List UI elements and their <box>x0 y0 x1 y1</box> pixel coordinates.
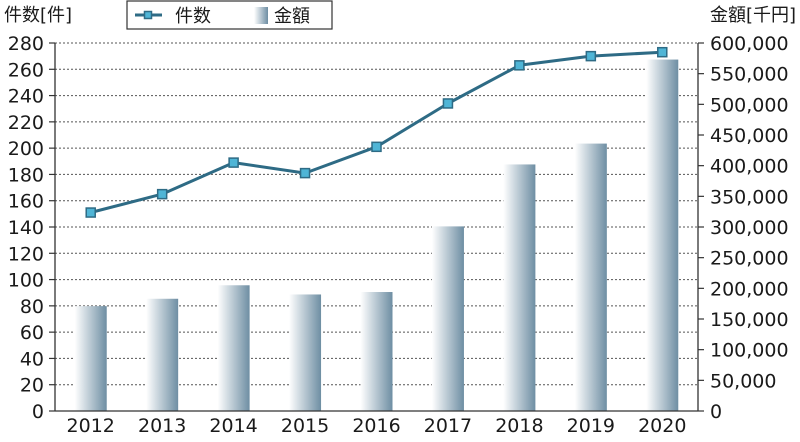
point-count <box>156 188 168 200</box>
left-tick-label: 120 <box>8 243 44 265</box>
right-tick-label: 600,000 <box>710 33 789 55</box>
right-axis-title: 金額[千円] <box>710 5 796 26</box>
bar-amount <box>146 298 179 411</box>
x-tick-label: 2016 <box>352 415 400 437</box>
bar-series <box>74 59 679 412</box>
axes <box>49 42 704 412</box>
x-tick-label: 2014 <box>209 415 257 437</box>
line-series <box>85 46 668 218</box>
right-tick-label: 250,000 <box>710 248 789 270</box>
left-tick-label: 180 <box>8 164 44 186</box>
x-tick-label: 2015 <box>281 415 329 437</box>
left-tick-label: 160 <box>8 191 44 213</box>
x-tick-label: 2018 <box>495 415 543 437</box>
bar-amount <box>574 143 607 411</box>
point-count <box>371 141 382 153</box>
left-tick-label: 20 <box>20 375 44 397</box>
right-tick-label: 500,000 <box>710 94 789 116</box>
legend-label-count: 件数 <box>175 6 211 27</box>
right-tick-label: 50,000 <box>710 370 776 392</box>
x-tick-label: 2013 <box>138 415 186 437</box>
left-tick-label: 240 <box>8 86 44 108</box>
right-tick-label: 0 <box>710 401 722 423</box>
right-tick-label: 150,000 <box>710 309 789 331</box>
bar-amount <box>360 292 393 411</box>
legend-marker-swatch <box>143 10 153 20</box>
left-tick-label: 100 <box>8 270 44 292</box>
left-tick-label: 280 <box>8 33 44 55</box>
right-tick-label: 100,000 <box>710 340 789 362</box>
x-tick-label: 2019 <box>567 415 615 437</box>
left-axis-title: 件数[件] <box>4 5 72 26</box>
left-tick-label: 0 <box>32 401 44 423</box>
left-tick-label: 260 <box>8 59 44 81</box>
right-tick-label: 450,000 <box>710 125 789 147</box>
point-count <box>585 50 597 62</box>
left-tick-label: 80 <box>20 296 44 318</box>
x-tick-label: 2017 <box>424 415 472 437</box>
right-tick-label: 550,000 <box>710 64 789 86</box>
point-count <box>85 207 96 218</box>
bar-amount <box>431 226 464 411</box>
bar-amount <box>503 164 536 411</box>
point-count <box>657 46 668 58</box>
left-tick-label: 140 <box>8 217 44 239</box>
legend-label-amount: 金額 <box>274 6 310 27</box>
point-count <box>514 60 525 71</box>
left-tick-label: 200 <box>8 138 44 160</box>
point-count <box>228 157 239 168</box>
right-tick-label: 200,000 <box>710 278 789 300</box>
bar-amount <box>217 285 250 411</box>
x-tick-label: 2012 <box>67 415 115 437</box>
right-tick-label: 400,000 <box>710 156 789 178</box>
legend: 件数 金額 <box>126 0 333 30</box>
legend-bar-swatch <box>254 7 268 24</box>
right-tick-label: 300,000 <box>710 217 789 239</box>
bar-amount <box>646 59 679 412</box>
left-tick-label: 60 <box>20 322 44 344</box>
right-tick-label: 350,000 <box>710 186 789 208</box>
point-count <box>442 98 454 109</box>
bar-amount <box>289 294 322 411</box>
left-tick-label: 220 <box>8 112 44 134</box>
x-tick-label: 2020 <box>638 415 686 437</box>
point-count <box>299 167 311 179</box>
bar-amount <box>74 306 107 411</box>
tick-labels: 0 20 40 60 80 100 120 140 160 180 200 220 240 260 280 0… <box>8 33 789 437</box>
left-tick-label: 40 <box>20 348 44 370</box>
